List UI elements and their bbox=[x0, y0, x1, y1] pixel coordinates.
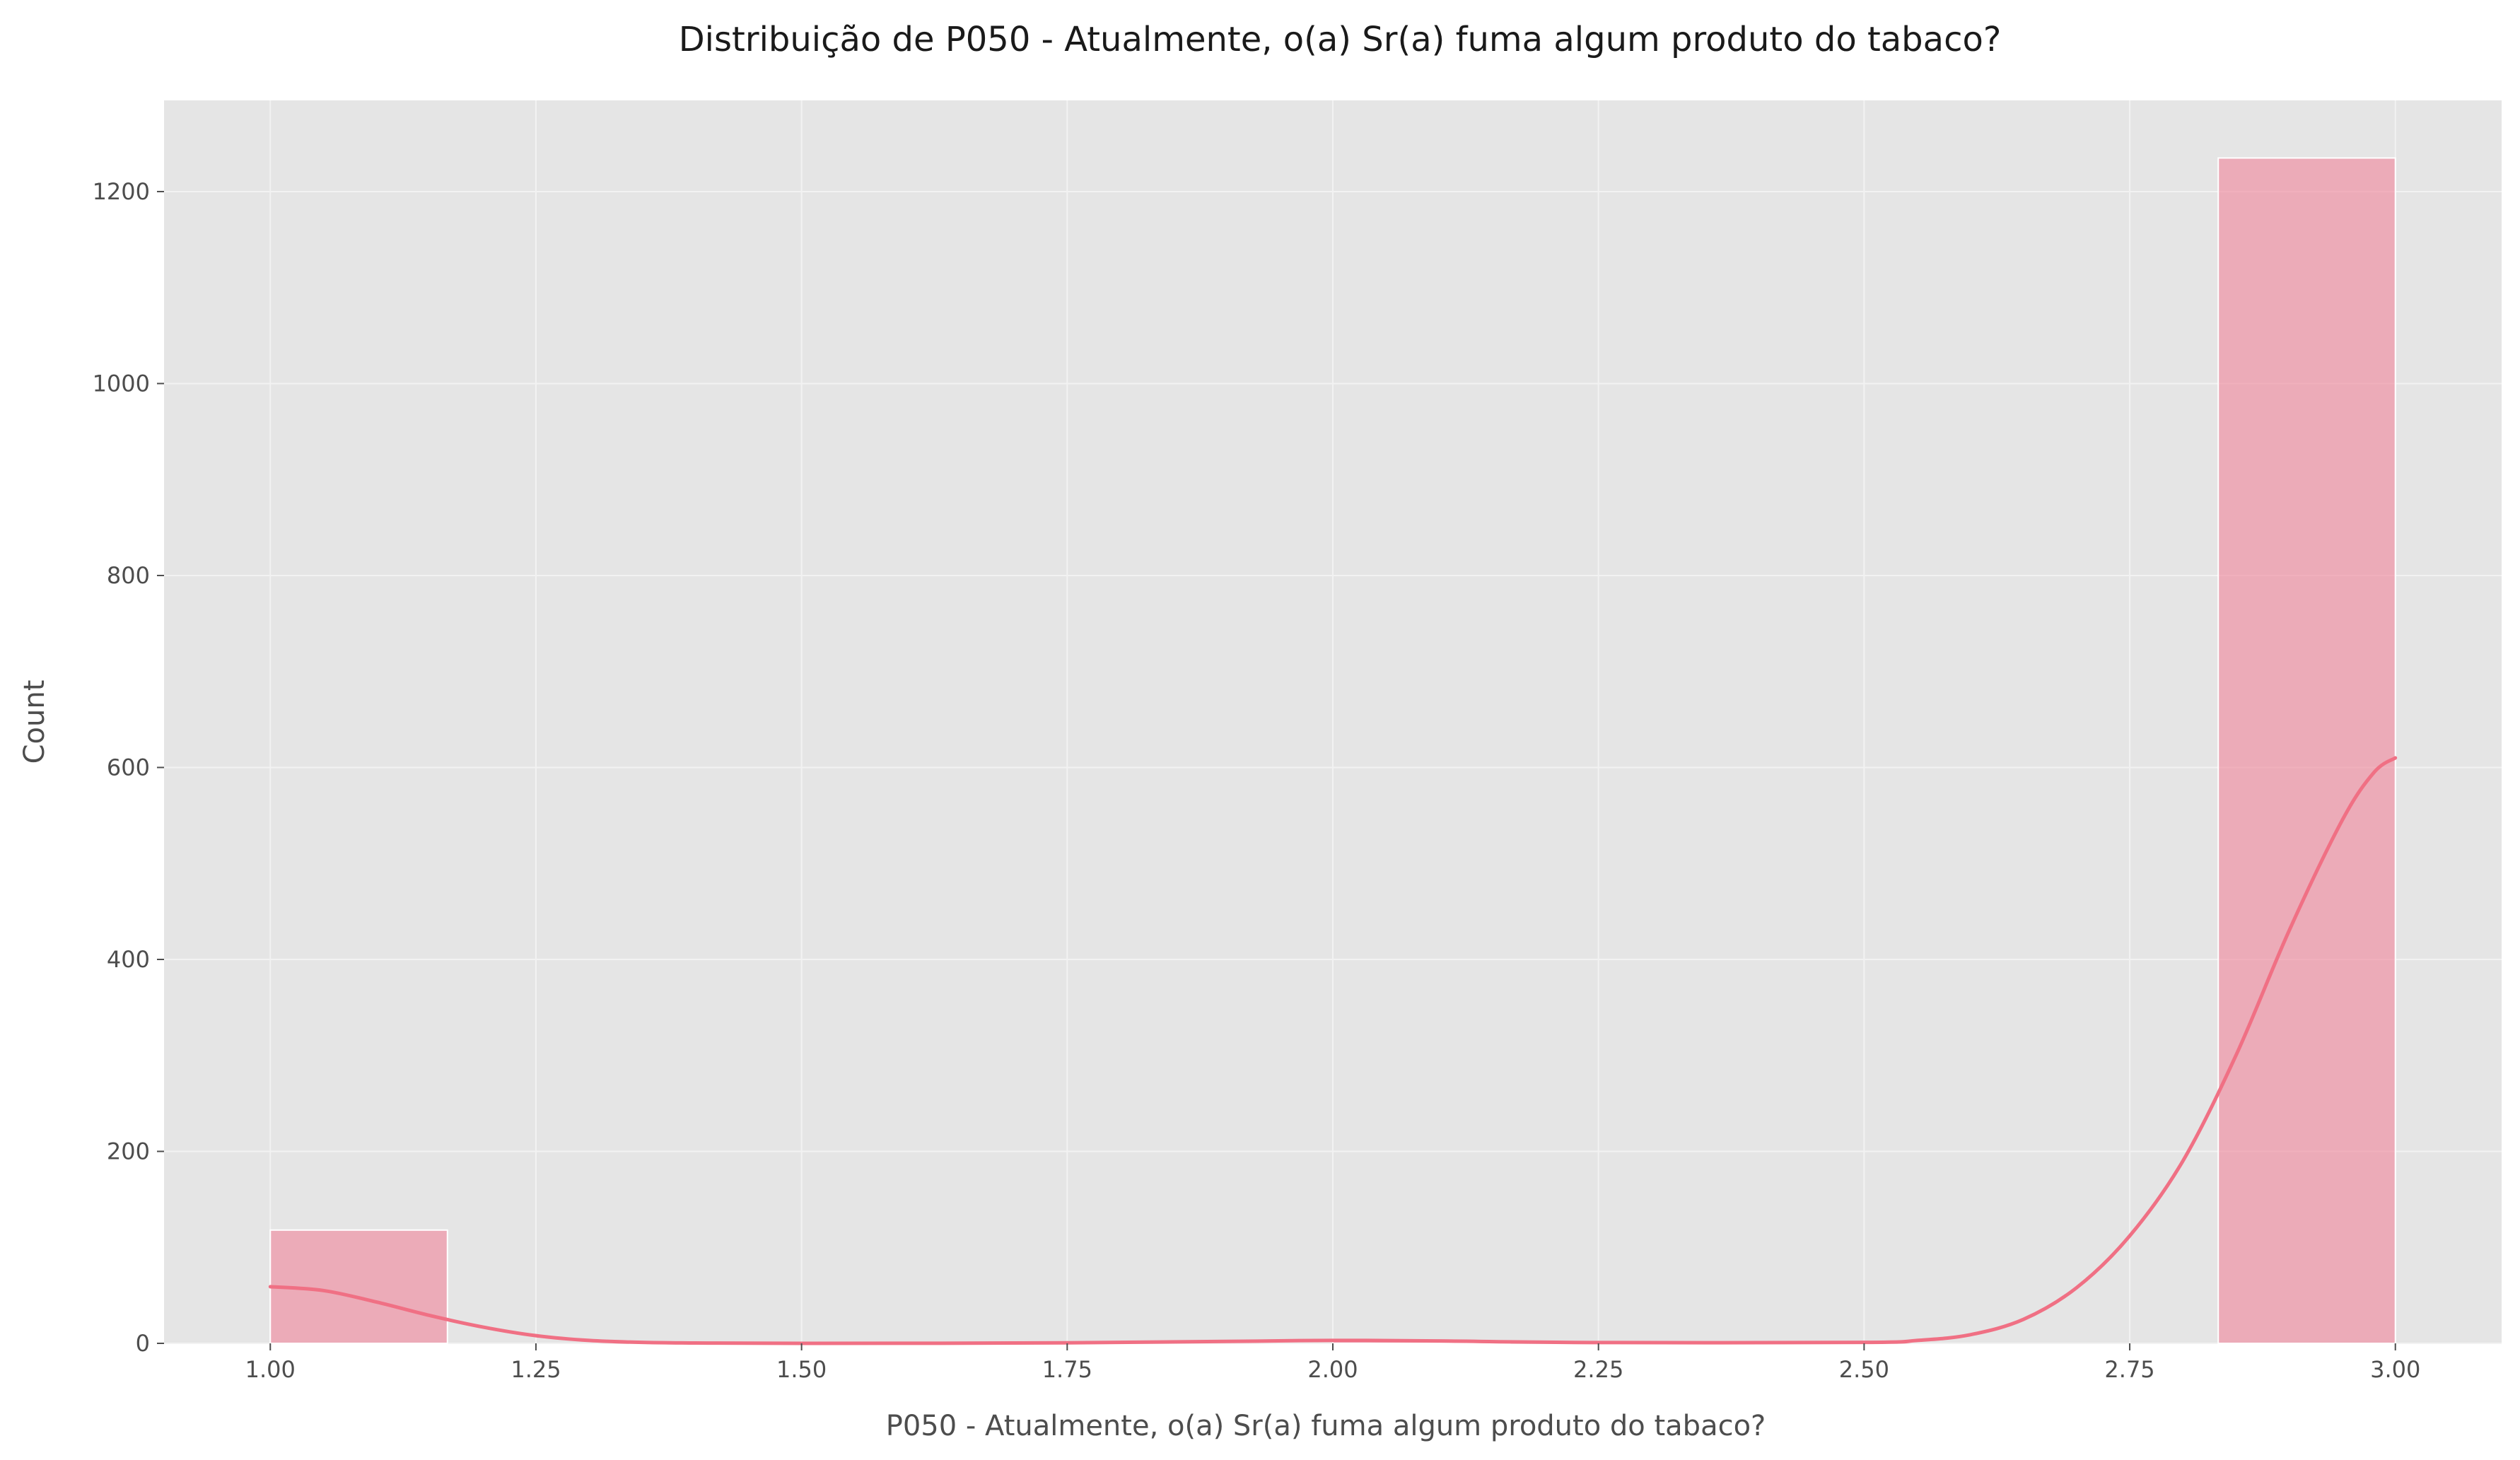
x-axis-label: P050 - Atualmente, o(a) Sr(a) fuma algum… bbox=[886, 1410, 1766, 1442]
axis-ticks: 1.00 1.25 1.50 1.75 2.00 2.25 2.50 2.75 3.00 0 200… bbox=[93, 178, 2421, 1383]
y-tick-label: 1000 bbox=[93, 370, 150, 397]
grid-lines bbox=[164, 100, 2502, 1344]
x-tick-label: 2.75 bbox=[2104, 1356, 2154, 1383]
x-tick-label: 1.75 bbox=[1042, 1356, 1092, 1383]
chart-title: Distribuição de P050 - Atualmente, o(a) … bbox=[679, 20, 2002, 59]
y-tick-label: 400 bbox=[107, 946, 150, 973]
y-axis-label: Count bbox=[18, 680, 51, 764]
x-tick-label: 1.25 bbox=[511, 1356, 561, 1383]
x-tick-label: 3.00 bbox=[2370, 1356, 2420, 1383]
histogram-bar bbox=[2217, 157, 2396, 1344]
kde-line bbox=[268, 756, 2398, 1345]
x-tick-label: 2.50 bbox=[1839, 1356, 1889, 1383]
y-tick-label: 0 bbox=[136, 1330, 150, 1357]
kde-curve bbox=[268, 756, 2398, 1345]
x-tick-label: 2.25 bbox=[1573, 1356, 1623, 1383]
y-tick-label: 800 bbox=[107, 562, 150, 589]
y-tick-label: 200 bbox=[107, 1138, 150, 1164]
y-tick-label: 1200 bbox=[93, 178, 150, 205]
y-tick-label: 600 bbox=[107, 754, 150, 781]
x-tick-label: 2.00 bbox=[1307, 1356, 1358, 1383]
x-tick-label: 1.50 bbox=[776, 1356, 827, 1383]
histogram-bars bbox=[269, 157, 2396, 1344]
x-tick-label: 1.00 bbox=[245, 1356, 296, 1383]
